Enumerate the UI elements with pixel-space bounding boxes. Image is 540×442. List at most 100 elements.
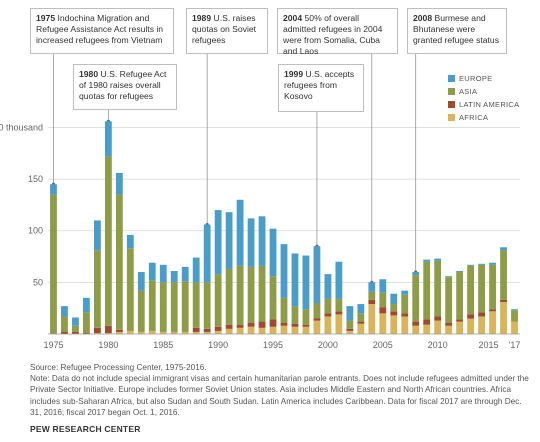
bar-europe-2013 [467, 264, 475, 266]
annotation-1980-year: 1980 [79, 69, 99, 79]
bar-asia-1988 [192, 282, 200, 328]
bar-asia-2000 [324, 298, 332, 314]
bar-europe-1981 [115, 172, 123, 195]
bar-latin-america-2015 [489, 309, 496, 312]
bar-asia-1992 [236, 265, 244, 325]
bar-africa-2008 [412, 325, 420, 334]
legend-label-africa: AFRICA [459, 113, 489, 122]
annotation-1989: 1989 U.S. raises quotas on Soviet refuge… [186, 8, 268, 54]
bar-europe-1992 [236, 199, 244, 266]
bar-europe-1989 [203, 224, 211, 283]
bar-latin-america-2009 [423, 319, 431, 325]
bar-latin-america-2006 [390, 311, 398, 316]
annotation-2004-text: 50% of overall admitted refugees in 2004… [283, 13, 383, 56]
bar-latin-america-2003 [357, 321, 365, 324]
annotation-2008-year: 2008 [413, 13, 433, 23]
bar-europe-1983 [137, 272, 145, 291]
bar-latin-america-1977 [72, 331, 79, 334]
annotation-2008-text: Burmese and Bhutanese were granted refug… [413, 13, 499, 45]
note-text: Note: Data do not include special immigr… [30, 374, 529, 417]
bar-latin-america-1990 [214, 326, 222, 331]
bar-europe-2012 [456, 271, 464, 273]
bar-asia-1996 [280, 297, 288, 323]
bar-africa-1987 [181, 331, 189, 334]
bar-europe-1977 [72, 317, 79, 326]
bar-africa-1994 [258, 327, 266, 334]
legend-item-asia: ASIA [448, 85, 519, 98]
bar-europe-1980 [104, 121, 112, 157]
annotation-1975-year: 1975 [36, 13, 56, 23]
x-tick-label: 2005 [373, 340, 393, 350]
bar-africa-2017 [511, 321, 518, 334]
bar-europe-2004 [368, 282, 376, 292]
bar-africa-1990 [214, 330, 222, 334]
bar-asia-1999 [313, 303, 321, 319]
bar-asia-2009 [423, 261, 431, 320]
bar-europe-2010 [434, 258, 442, 261]
bar-africa-1979 [93, 332, 101, 334]
x-tick-label: 1990 [208, 340, 228, 350]
bar-africa-2002 [346, 330, 354, 334]
bar-africa-1988 [192, 331, 200, 334]
bar-europe-1993 [247, 218, 255, 267]
legend-item-latin-america: LATIN AMERICA [448, 98, 519, 111]
annotation-1975-text: Indochina Migration and Refugee Assistan… [36, 13, 164, 45]
bar-africa-1981 [115, 331, 123, 334]
bar-africa-1984 [148, 330, 156, 334]
bar-europe-1990 [214, 210, 222, 275]
annotation-1999: 1999 U.S. accepts refugees from Kosovo [278, 64, 364, 112]
bar-africa-2003 [357, 323, 365, 334]
bar-africa-2010 [434, 320, 442, 334]
bar-africa-1998 [302, 326, 310, 334]
bar-africa-2007 [401, 316, 409, 334]
bar-asia-1998 [302, 309, 310, 325]
bar-asia-2005 [379, 292, 387, 308]
bar-europe-1978 [83, 297, 90, 313]
bar-latin-america-2010 [434, 316, 442, 321]
bar-europe-1985 [159, 264, 167, 283]
bar-latin-america-2000 [324, 313, 332, 317]
bar-africa-1997 [291, 326, 299, 334]
legend-label-latin-america: LATIN AMERICA [459, 100, 520, 109]
bar-europe-2006 [390, 293, 398, 305]
bar-asia-2006 [390, 304, 398, 312]
bar-asia-1997 [291, 306, 299, 324]
bar-latin-america-2011 [445, 322, 453, 326]
bar-asia-1994 [258, 265, 266, 322]
bar-latin-america-2005 [379, 307, 387, 314]
x-tick-label: 1975 [43, 340, 63, 350]
bar-latin-america-1996 [280, 322, 288, 326]
bar-europe-1976 [61, 306, 68, 317]
annotation-1989-text: U.S. raises quotas on Soviet refugees [192, 13, 257, 45]
bar-asia-2013 [467, 265, 475, 315]
bar-africa-1991 [225, 328, 233, 334]
source-text: Source: Refugee Processing Center, 1975-… [30, 363, 207, 372]
bar-africa-2004 [368, 304, 376, 334]
bar-asia-1993 [247, 266, 255, 323]
annotation-1989-year: 1989 [192, 13, 212, 23]
bar-asia-1985 [159, 282, 167, 332]
bar-europe-2014 [478, 263, 485, 265]
bar-europe-2000 [324, 274, 332, 299]
bar-asia-2011 [445, 277, 453, 323]
refugee-admissions-chart: 50 100 150 200 thousand 1975 1980 1985 1990 1995… [0, 54, 520, 350]
bar-asia-2012 [456, 272, 464, 320]
bar-asia-1981 [115, 194, 123, 330]
annotation-2008: 2008 Burmese and Bhutanese were granted … [407, 8, 507, 54]
annotation-1975: 1975 Indochina Migration and Refugee Ass… [30, 8, 174, 54]
bar-asia-2003 [357, 313, 365, 322]
bar-latin-america-1995 [269, 319, 277, 327]
legend-swatch-latin-america [448, 101, 455, 108]
bar-latin-america-2008 [412, 321, 420, 326]
bar-africa-1992 [236, 327, 244, 334]
bar-africa-2014 [478, 316, 485, 334]
bar-asia-1989 [203, 282, 211, 329]
bar-europe-2007 [401, 290, 409, 295]
bar-europe-2002 [346, 306, 354, 321]
bar-latin-america-2016 [500, 299, 507, 302]
annotation-2004: 2004 50% of overall admitted refugees in… [277, 8, 398, 56]
legend-swatch-asia [448, 88, 455, 95]
bar-africa-2005 [379, 313, 387, 334]
bar-europe-2008 [412, 272, 420, 276]
x-tick-label: 2010 [428, 340, 448, 350]
